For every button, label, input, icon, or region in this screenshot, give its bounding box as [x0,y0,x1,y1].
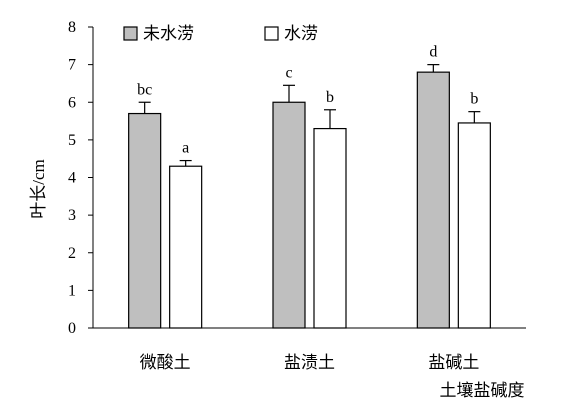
y-tick-label: 5 [68,132,76,149]
y-axis: 0 1 2 3 4 5 6 7 8 [68,19,94,337]
y-tick-label: 3 [68,207,76,224]
bar [457,122,491,329]
y-tick-label: 8 [68,19,76,36]
x-tick-label: 盐渍土 [284,353,335,372]
x-tick-label: 微酸土 [140,353,191,372]
y-tick-label: 1 [68,282,76,299]
y-tick-label: 4 [68,170,76,187]
legend-label: 水涝 [284,24,318,43]
significance-label: d [429,44,437,61]
significance-label: a [182,140,189,157]
y-tick-label: 2 [68,245,76,262]
y-tick-label: 0 [68,320,76,337]
significance-label: b [326,89,334,106]
x-axis-label: 土壤盐碱度 [440,380,525,400]
bar [313,127,347,329]
significance-label: bc [137,81,152,98]
legend-label: 未水涝 [143,24,194,43]
significance-label: b [470,91,478,108]
legend-swatch [123,26,138,41]
bars: bc a c b d b [128,44,491,329]
bar [272,101,306,329]
legend-swatch [264,26,279,41]
bar [128,112,162,329]
x-axis: 微酸土 盐渍土 盐碱土 [93,327,526,372]
bar [416,71,450,329]
y-tick-label: 7 [68,57,76,74]
significance-label: c [285,64,292,81]
x-tick-label: 盐碱土 [428,353,479,372]
y-tick-label: 6 [68,94,76,111]
legend: 未水涝 水涝 [123,24,318,43]
y-axis-label: 叶长/cm [29,159,48,219]
bar [169,165,203,329]
